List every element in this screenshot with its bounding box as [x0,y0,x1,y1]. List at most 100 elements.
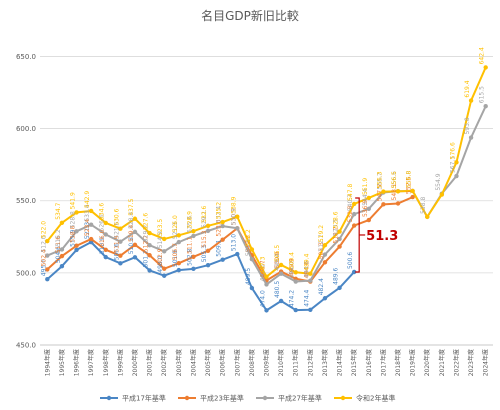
data-label-3-23: 556.3 [376,171,383,188]
x-tick-label-24: 2018年度 [394,349,402,376]
point-3-11 [205,223,211,229]
point-2-0 [45,253,50,258]
legend-marker-3 [340,395,346,401]
data-label-3-9: 526.0 [172,215,179,232]
point-1-1 [59,253,65,259]
data-label-2-7: 519.2 [143,225,150,242]
point-2-8 [162,249,167,254]
data-label-3-8: 523.5 [157,219,164,236]
y-tick-label-2: 550.0 [16,197,36,205]
data-label-3-7: 527.6 [143,213,150,230]
point-2-1 [59,247,65,252]
point-2-29 [468,135,474,140]
data-label-0-6: 510.8 [128,237,135,254]
y-tick-label-4: 650.0 [16,53,36,61]
data-label-3-24: 556.5 [391,171,398,188]
data-label-2-20: 523.5 [333,219,340,236]
x-tick-label-2: 1996年度 [73,349,81,376]
data-label-1-21: 532.8 [347,205,354,222]
point-2-20 [337,236,342,242]
x-tick-label-3: 1997年度 [87,349,95,376]
data-label-0-3: 521.3 [84,222,91,239]
point-1-20 [337,244,342,249]
point-3-14 [249,247,255,252]
data-label-3-6: 537.5 [128,198,135,215]
point-0-4 [103,254,108,260]
y-axis: 450.0 500.0 550.0 600.0 650.0 [16,53,36,350]
data-label-1-2: 518.8 [70,225,77,242]
point-3-12 [220,219,225,225]
point-2-18 [308,278,313,283]
point-3-2 [74,210,79,215]
data-label-1-8: 502.9 [157,248,164,265]
data-label-3-19: 519.2 [318,225,325,242]
data-label-2-19: 512.7 [318,234,325,251]
point-3-15 [264,274,269,279]
data-label-0-16: 480.5 [274,281,281,298]
point-2-7 [147,242,152,248]
data-label-3-2: 541.9 [70,192,77,209]
data-label-2-2: 528.8 [70,211,77,228]
point-0-20 [337,285,342,291]
series-lines [45,65,488,313]
data-label-2-30: 615.5 [479,86,486,103]
x-tick-label-16: 2010年度 [277,349,285,376]
point-1-3 [88,236,94,242]
x-tick-label-17: 2011年度 [292,349,300,376]
point-3-20 [337,229,342,234]
data-label-0-0: 495.6 [40,259,47,276]
point-0-5 [118,261,123,266]
x-tick-label-28: 2022年度 [452,349,460,376]
point-0-6 [132,255,138,260]
point-1-19 [322,260,328,265]
point-3-6 [132,216,138,221]
data-label-3-4: 534.6 [99,203,106,220]
point-2-17 [293,279,298,284]
data-label-2-29: 593.8 [464,117,471,134]
point-3-22 [366,195,371,201]
x-tick-label-29: 2023年度 [467,349,475,376]
point-1-22 [366,217,371,223]
point-1-12 [220,237,225,242]
point-0-10 [191,266,196,272]
data-label-2-13: 530.9 [230,208,237,225]
point-0-11 [205,263,211,268]
data-label-1-23: 547.5 [376,184,383,201]
data-label-2-6: 528.4 [128,212,135,229]
point-1-8 [162,266,167,271]
chart-title: 名目GDP新旧比較 [201,8,299,23]
point-2-2 [74,229,79,234]
y-tick-label-3: 600.0 [16,125,36,133]
point-1-9 [176,260,182,266]
x-tick-label-15: 2009年度 [263,349,271,376]
point-3-16 [278,262,284,268]
data-label-2-12: 532.4 [216,206,223,223]
data-label-1-19: 507.3 [318,242,325,259]
point-2-14 [249,256,255,262]
x-tick-label-30: 2024年度 [482,349,490,376]
point-0-1 [59,264,65,269]
point-3-10 [191,228,196,234]
point-2-16 [278,271,284,276]
data-label-0-21: 500.6 [347,252,354,269]
point-1-24 [395,201,401,206]
point-2-21 [351,211,357,217]
point-2-3 [88,222,94,227]
point-0-16 [278,298,284,304]
data-label-2-23: 555.7 [376,172,383,189]
point-0-17 [293,307,298,313]
data-label-1-16: 500.9 [274,251,281,268]
data-label-3-14: 516.2 [245,229,252,246]
data-label-2-11: 529.1 [201,211,208,228]
data-label-1-18: 494.0 [303,261,310,278]
legend-label-0: 平成17年基準 [122,394,166,403]
data-label-3-25: 556.8 [406,171,413,188]
data-label-1-7: 512.2 [143,235,150,252]
data-labels: 495.6 504.6 515.9 521.3 510.9 506.6 510.8 501.7… [40,47,485,307]
point-1-6 [132,242,138,248]
point-3-19 [322,242,328,248]
data-label-1-3: 523.4 [84,219,91,236]
data-label-3-17: 500.4 [289,252,296,269]
data-label-3-30: 642.4 [479,47,486,64]
annotation-text: 51.3 [366,229,398,244]
